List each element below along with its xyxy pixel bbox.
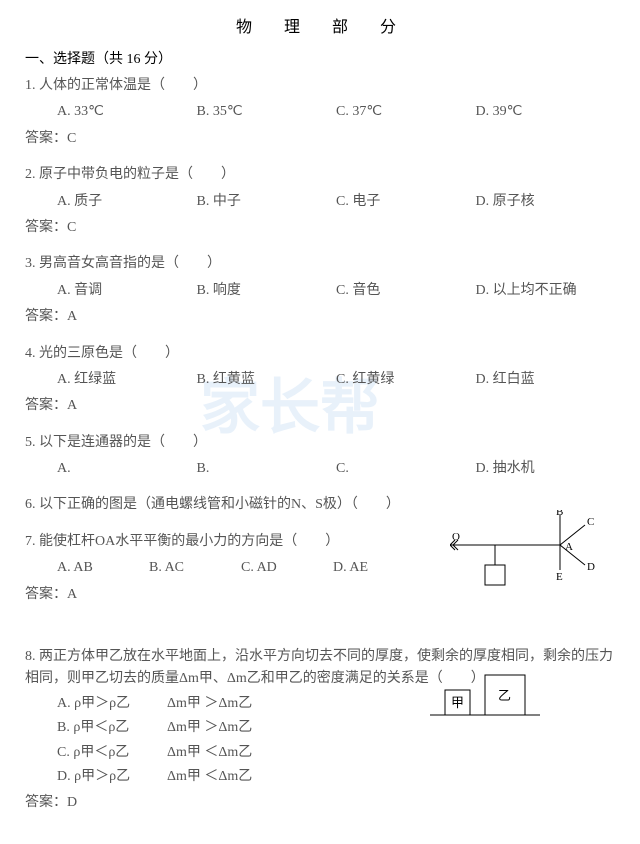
- q2-answer: 答案：C: [25, 217, 615, 239]
- question-5: 5. 以下是连通器的是（ ） A. B. C. D. 抽水机: [25, 432, 615, 481]
- q2-text: 原子中带负电的粒子是（ ）: [39, 167, 235, 182]
- svg-text:O: O: [452, 531, 460, 543]
- q4-text: 光的三原色是（ ）: [39, 346, 179, 361]
- q8-opt-d1: D. ρ甲＞ρ乙: [57, 766, 167, 788]
- q5-opt-b: B.: [197, 458, 337, 480]
- q5-num: 5.: [25, 435, 36, 450]
- q7-text: 能使杠杆OA水平平衡的最小力的方向是（ ）: [39, 534, 339, 549]
- svg-text:E: E: [556, 571, 563, 583]
- question-2: 2. 原子中带负电的粒子是（ ） A. 质子 B. 中子 C. 电子 D. 原子…: [25, 164, 615, 239]
- q3-opt-d: D. 以上均不正确: [476, 280, 616, 302]
- q1-opt-c: C. 37℃: [336, 101, 476, 123]
- q8-opt-c1: C. ρ甲＜ρ乙: [57, 742, 167, 764]
- q7-opt-b: B. AC: [149, 557, 241, 579]
- q2-opt-a: A. 质子: [57, 191, 197, 213]
- q5-opt-a: A.: [57, 458, 197, 480]
- q5-opt-c: C.: [336, 458, 476, 480]
- q3-opt-c: C. 音色: [336, 280, 476, 302]
- q6-text: 以下正确的图是（通电螺线管和小磁针的N、S极）（ ）: [39, 497, 400, 512]
- q3-num: 3.: [25, 256, 36, 271]
- q3-opt-a: A. 音调: [57, 280, 197, 302]
- q5-opt-d: D. 抽水机: [476, 458, 616, 480]
- svg-text:乙: 乙: [498, 688, 511, 703]
- q7-num: 7.: [25, 534, 36, 549]
- q4-opt-d: D. 红白蓝: [476, 369, 616, 391]
- q1-opt-a: A. 33℃: [57, 101, 197, 123]
- q4-answer: 答案：A: [25, 395, 615, 417]
- q1-opt-b: B. 35℃: [197, 101, 337, 123]
- q5-text: 以下是连通器的是（ ）: [39, 435, 207, 450]
- q8-opt-d2: Δm甲 ＜Δm乙: [167, 769, 252, 784]
- q7-opt-d: D. AE: [333, 557, 425, 579]
- q7-opt-c: C. AD: [241, 557, 333, 579]
- q3-answer: 答案：A: [25, 306, 615, 328]
- q7-opt-a: A. AB: [57, 557, 149, 579]
- question-1: 1. 人体的正常体温是（ ） A. 33℃ B. 35℃ C. 37℃ D. 3…: [25, 75, 615, 150]
- q6-num: 6.: [25, 497, 36, 512]
- q2-opt-c: C. 电子: [336, 191, 476, 213]
- svg-text:A: A: [565, 541, 573, 553]
- q8-opt-b2: Δm甲 ＞Δm乙: [167, 720, 252, 735]
- q2-opt-d: D. 原子核: [476, 191, 616, 213]
- q4-opt-a: A. 红绿蓝: [57, 369, 197, 391]
- q1-num: 1.: [25, 78, 36, 93]
- q2-num: 2.: [25, 167, 36, 182]
- q8-opt-a2: Δm甲 ＞Δm乙: [167, 696, 252, 711]
- q8-opt-b1: B. ρ甲＜ρ乙: [57, 717, 167, 739]
- q8-answer: 答案：D: [25, 792, 615, 814]
- q4-opt-c: C. 红黄绿: [336, 369, 476, 391]
- q1-answer: 答案：C: [25, 128, 615, 150]
- svg-text:D: D: [587, 561, 595, 573]
- q4-opt-b: B. 红黄蓝: [197, 369, 337, 391]
- question-4: 4. 光的三原色是（ ） A. 红绿蓝 B. 红黄蓝 C. 红黄绿 D. 红白蓝…: [25, 343, 615, 418]
- section-header: 一、选择题（共 16 分）: [25, 49, 615, 71]
- q8-num: 8.: [25, 649, 36, 664]
- page-title: 物 理 部 分: [25, 15, 615, 41]
- q1-text: 人体的正常体温是（ ）: [39, 78, 207, 93]
- q8-opt-c2: Δm甲 ＜Δm乙: [167, 745, 252, 760]
- q3-text: 男高音女高音指的是（ ）: [39, 256, 221, 271]
- q3-opt-b: B. 响度: [197, 280, 337, 302]
- q4-num: 4.: [25, 346, 36, 361]
- q8-opt-a1: A. ρ甲＞ρ乙: [57, 693, 167, 715]
- lever-diagram: O A B C D E: [450, 510, 600, 600]
- svg-text:甲: 甲: [451, 695, 464, 710]
- svg-text:B: B: [556, 510, 563, 518]
- question-3: 3. 男高音女高音指的是（ ） A. 音调 B. 响度 C. 音色 D. 以上均…: [25, 253, 615, 328]
- blocks-diagram: 甲 乙: [430, 660, 540, 720]
- svg-text:C: C: [587, 516, 594, 528]
- q2-opt-b: B. 中子: [197, 191, 337, 213]
- q1-opt-d: D. 39℃: [476, 101, 616, 123]
